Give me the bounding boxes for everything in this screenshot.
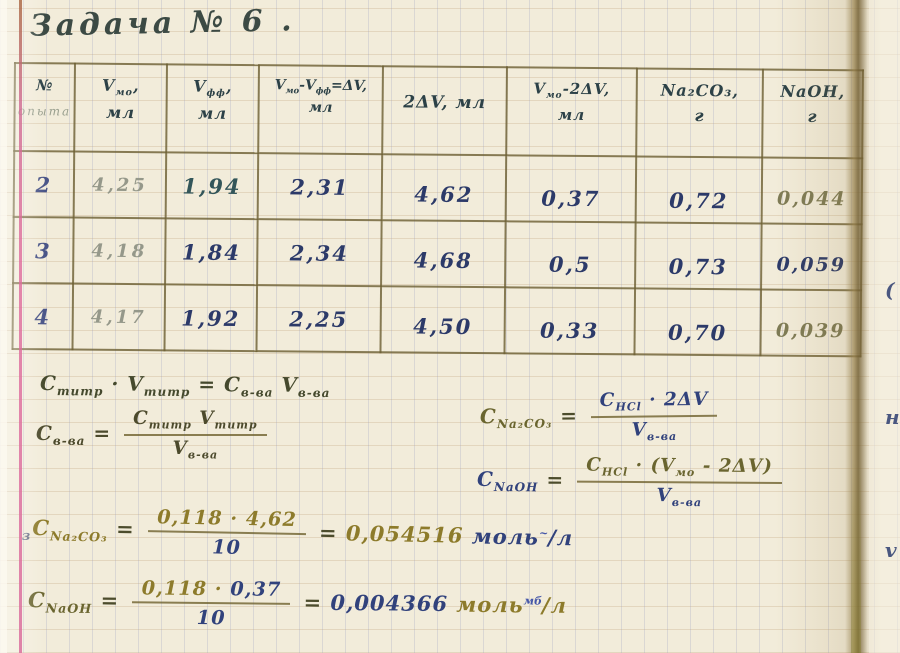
- cell-vmo: 4,17: [72, 283, 166, 351]
- formula-na2co3-calculation: зCNa₂CO₃ = 0,118 · 4,62 10 = 0,054516 мол…: [21, 505, 574, 559]
- next-page-edge: ( н v: [869, 0, 900, 653]
- cell-experiment: 2: [13, 151, 75, 218]
- table-row: 3 4,18 1,84 2,34 4,68 0,5 0,73 0,059: [13, 217, 862, 291]
- titration-table: № опыта Vмо, мл Vфф, мл Vмо-Vфф=ΔV, мл 2ΔV, …: [11, 62, 863, 357]
- torn-text-glyph: н: [885, 405, 900, 429]
- formula-naoh-calculation: CNaOH = 0,118 · 0,37 10 = 0,004366 мольмб…: [27, 576, 568, 630]
- page-left-edge: [0, 0, 7, 653]
- cell-vmo: 4,25: [73, 151, 167, 219]
- cell-experiment: 3: [13, 217, 74, 284]
- col-header-vff: Vфф, мл: [166, 64, 259, 154]
- formula-titration-balance: Cтитр · Vтитр = Cв-ва Vв-ва: [39, 370, 331, 401]
- col-header-vmo-minus-2delta-v: Vмо-2ΔV, мл: [506, 67, 637, 157]
- col-header-2delta-v: 2ΔV, мл: [382, 66, 507, 156]
- cell-na2co3: 0,70: [634, 288, 762, 356]
- cell-delta-v: 2,34: [257, 219, 382, 287]
- col-header-experiment: № опыта: [14, 63, 75, 152]
- table-row: 4 4,17 1,92 2,25 4,50 0,33 0,70 0,039: [12, 283, 862, 357]
- table-header-row: № опыта Vмо, мл Vфф, мл Vмо-Vфф=ΔV, мл 2ΔV, …: [14, 63, 863, 159]
- formula-substance-concentration: Cв-ва = Cтитр Vтитр Vв-ва: [36, 408, 272, 461]
- page-fold: [845, 0, 869, 653]
- torn-text-glyph: (: [885, 278, 895, 302]
- page-title: Задача № 6 .: [29, 3, 296, 44]
- col-header-na2co3: Na₂CO₃, г: [636, 68, 763, 158]
- cell-na2co3: 0,72: [635, 156, 763, 224]
- cell-vff: 1,94: [165, 152, 259, 220]
- cell-2delta-v: 4,62: [381, 154, 507, 222]
- formula-naoh-definition: CNaOH = CHCl · (Vмо - 2ΔV) Vв-ва: [477, 454, 787, 510]
- cell-2delta-v: 4,68: [381, 220, 506, 288]
- torn-text-glyph: v: [885, 538, 897, 562]
- cell-vff: 1,92: [164, 284, 258, 352]
- cell-na2co3: 0,73: [635, 222, 762, 290]
- cell-vmo-minus-2delta-v: 0,5: [505, 221, 636, 289]
- cell-vmo-minus-2delta-v: 0,33: [504, 287, 636, 355]
- table-row: 2 4,25 1,94 2,31 4,62 0,37 0,72 0,044: [13, 151, 863, 225]
- col-header-delta-v: Vмо-Vфф=ΔV, мл: [258, 65, 383, 155]
- cell-vff: 1,84: [165, 218, 258, 286]
- cell-vmo: 4,18: [73, 217, 166, 285]
- cell-delta-v: 2,31: [257, 153, 383, 221]
- cell-delta-v: 2,25: [256, 285, 382, 353]
- cell-2delta-v: 4,50: [380, 286, 506, 354]
- margin-line: [19, 0, 22, 653]
- cell-vmo-minus-2delta-v: 0,37: [505, 155, 637, 223]
- formula-na2co3-definition: CNa₂CO₃ = CHCl · 2ΔV Vв-ва: [480, 388, 723, 445]
- col-header-vmo: Vмо, мл: [74, 63, 167, 153]
